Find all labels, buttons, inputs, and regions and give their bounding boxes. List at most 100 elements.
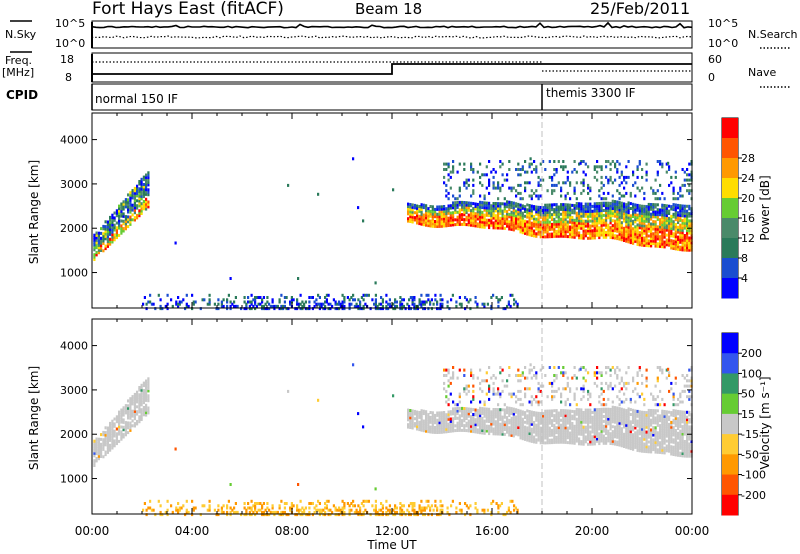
scatter-cell (136, 187, 139, 191)
scatter-cell (136, 184, 139, 188)
scatter-cell (127, 414, 130, 418)
scatter-cell (668, 209, 671, 213)
scatter-cell (524, 186, 527, 190)
scatter-cell (560, 433, 563, 437)
scatter-cell (519, 203, 522, 207)
scatter-cell (650, 428, 653, 432)
scatter-cell (584, 437, 587, 441)
scatter-cell (97, 251, 100, 255)
scatter-cell (481, 389, 484, 393)
scatter-cell (575, 427, 578, 431)
scatter-cell (488, 201, 491, 205)
scatter-cell (636, 431, 639, 435)
scatter-cell (95, 457, 98, 460)
scatter-cell (674, 448, 677, 452)
scatter-cell (122, 219, 125, 223)
scatter-cell (598, 415, 601, 419)
scatter-cell (625, 220, 628, 224)
scatter-cell (470, 168, 473, 171)
scatter-cell (420, 302, 423, 306)
scatter-cell (634, 433, 637, 437)
scatter-cell (573, 221, 576, 225)
scatter-cell (278, 307, 281, 311)
scatter-cell (488, 214, 491, 217)
scatter-cell (636, 186, 639, 190)
scatter-cell (470, 221, 473, 225)
scatter-cell (429, 415, 432, 419)
scatter-cell (407, 413, 410, 417)
scatter-cell (501, 430, 504, 434)
scatter-cell (686, 243, 689, 247)
scatter-cell (654, 409, 657, 413)
scatter-cell (598, 400, 601, 404)
scatter-cell (380, 302, 383, 306)
scatter-cell (470, 165, 473, 169)
scatter-cell (627, 446, 630, 450)
scatter-cell (452, 206, 455, 210)
scatter-cell (325, 300, 328, 304)
scatter-cell (656, 376, 659, 380)
scatter-cell (605, 371, 608, 375)
scatter-cell (598, 432, 601, 436)
scatter-cell (102, 443, 105, 447)
scatter-cell (618, 429, 621, 432)
scatter-cell (470, 424, 473, 428)
scatter-cell (154, 513, 157, 517)
scatter-cell (503, 408, 506, 412)
scatter-cell (551, 441, 554, 445)
scatter-cell (508, 421, 511, 425)
scatter-cell (133, 422, 136, 426)
scatter-cell (273, 513, 276, 517)
scatter-cell (607, 412, 610, 416)
scatter-cell (362, 307, 365, 311)
scatter-cell (600, 429, 603, 433)
scatter-cell (569, 210, 572, 214)
scatter-cell (679, 434, 682, 438)
scatter-cell (566, 191, 569, 195)
colorbar-tick-label: 20 (741, 192, 755, 205)
scatter-cell (120, 204, 123, 208)
scatter-cell (456, 215, 459, 219)
scatter-cell (566, 409, 569, 413)
scatter-cell (454, 424, 457, 428)
scatter-cell (564, 428, 567, 432)
scatter-cell (436, 428, 439, 432)
scatter-cell (458, 222, 461, 226)
scatter-cell (185, 302, 188, 306)
scatter-cell (672, 421, 675, 425)
scatter-cell (407, 212, 410, 216)
scatter-cell (517, 227, 520, 231)
scatter-cell (129, 404, 132, 408)
scatter-cell (463, 429, 466, 432)
scatter-cell (609, 201, 612, 205)
scatter-cell (463, 409, 466, 413)
scatter-cell (578, 413, 581, 417)
scatter-cell (641, 221, 644, 225)
scatter-cell (575, 420, 578, 424)
scatter-cell (476, 215, 479, 219)
scatter-cell (602, 389, 605, 393)
scatter-cell (679, 439, 682, 443)
scatter-cell (605, 417, 608, 421)
scatter-cell (508, 406, 511, 410)
scatter-cell (517, 191, 520, 195)
scatter-cell (600, 439, 603, 443)
scatter-cell (490, 376, 493, 380)
scatter-cell (526, 387, 529, 391)
scatter-cell (614, 214, 617, 218)
scatter-cell (668, 442, 671, 446)
scatter-cell (133, 407, 136, 411)
scatter-cell (641, 224, 644, 228)
scatter-cell (589, 207, 592, 211)
scatter-cell (528, 211, 531, 215)
scatter-cell (607, 384, 610, 388)
scatter-cell (492, 408, 495, 411)
scatter-cell (611, 181, 614, 185)
scatter-cell (501, 209, 504, 213)
scatter-cell (467, 178, 470, 182)
scatter-cell (560, 220, 563, 224)
scatter-cell (429, 428, 432, 432)
scatter-cell (499, 432, 502, 436)
scatter-cell (454, 409, 457, 413)
scatter-cell (643, 239, 646, 243)
